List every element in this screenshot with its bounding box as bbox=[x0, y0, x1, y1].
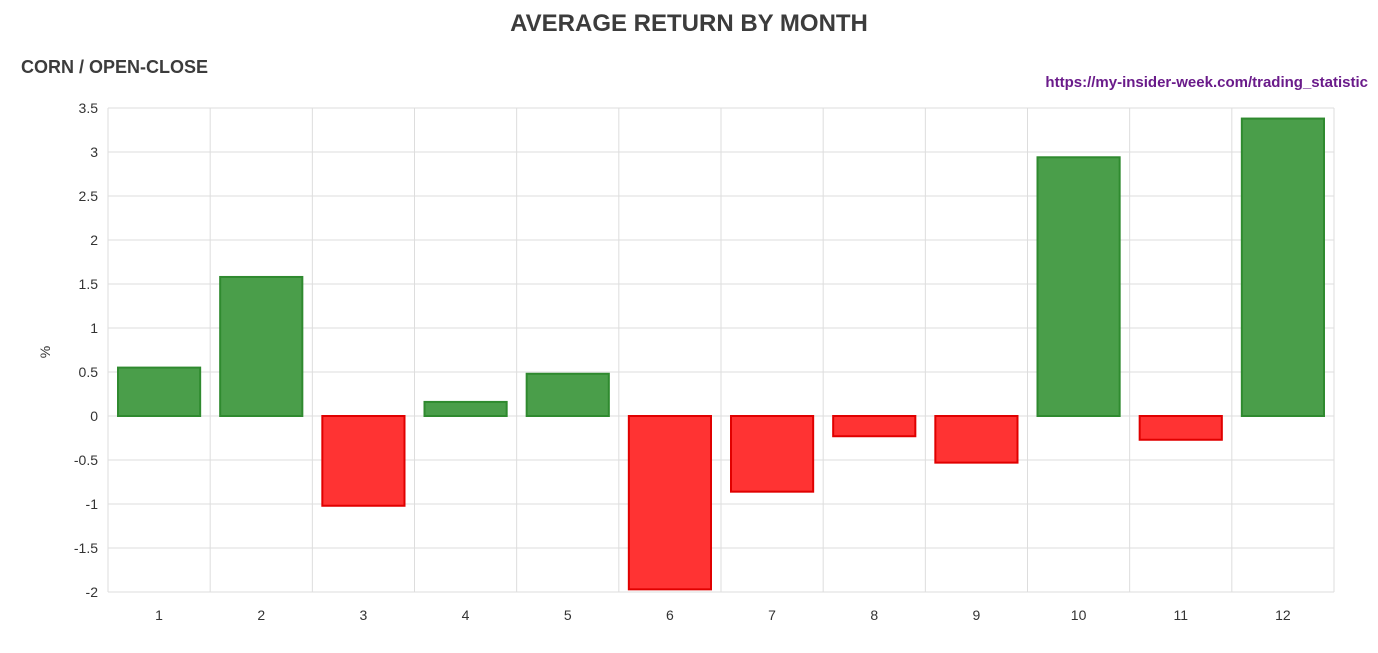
x-tick-label: 1 bbox=[155, 607, 163, 623]
y-tick-label: 0.5 bbox=[79, 364, 99, 380]
bar-month-2[interactable] bbox=[219, 275, 304, 417]
x-tick-label: 5 bbox=[564, 607, 572, 623]
x-tick-label: 6 bbox=[666, 607, 674, 623]
x-tick-label: 8 bbox=[870, 607, 878, 623]
bar-month-9[interactable] bbox=[934, 415, 1019, 464]
chart-subtitle: CORN / OPEN-CLOSE bbox=[21, 57, 209, 77]
y-tick-label: -0.5 bbox=[74, 452, 98, 468]
grid-lines bbox=[107, 107, 1335, 593]
x-tick-label: 3 bbox=[360, 607, 368, 623]
y-tick-label: -1.5 bbox=[74, 540, 98, 556]
chart-title: AVERAGE RETURN BY MONTH bbox=[510, 10, 868, 37]
bar-month-4[interactable] bbox=[423, 400, 508, 418]
axis-labels: 3.532.521.510.50-0.5-1-1.5-21 2 3 4 5 6 7 8 9 10 1… bbox=[37, 100, 1291, 623]
x-tick-label: 11 bbox=[1173, 607, 1188, 623]
bar-month-1[interactable] bbox=[117, 366, 202, 418]
y-tick-label: 1 bbox=[90, 320, 98, 336]
y-tick-label: -2 bbox=[86, 584, 99, 600]
bar-series bbox=[117, 117, 1326, 591]
x-tick-label: 10 bbox=[1071, 607, 1087, 623]
y-tick-label: 2.5 bbox=[79, 188, 99, 204]
bar-month-6[interactable] bbox=[627, 415, 712, 591]
y-tick-label: 0 bbox=[90, 408, 98, 424]
y-tick-label: -1 bbox=[86, 496, 99, 512]
bar-month-12[interactable] bbox=[1240, 117, 1326, 417]
y-tick-label: 2 bbox=[90, 232, 98, 248]
bar-month-5[interactable] bbox=[525, 372, 610, 418]
y-axis-label: % bbox=[37, 346, 53, 358]
source-link[interactable]: https://my-insider-week.com/trading_stat… bbox=[1045, 74, 1368, 91]
x-tick-label: 12 bbox=[1275, 607, 1291, 623]
y-tick-label: 1.5 bbox=[79, 276, 99, 292]
x-tick-label: 7 bbox=[768, 607, 776, 623]
y-tick-label: 3.5 bbox=[79, 100, 99, 116]
y-tick-label: 3 bbox=[90, 144, 98, 160]
x-tick-label: 9 bbox=[973, 607, 981, 623]
bar-month-10[interactable] bbox=[1036, 156, 1121, 417]
bar-month-8[interactable] bbox=[832, 415, 917, 438]
x-tick-label: 2 bbox=[257, 607, 265, 623]
x-tick-label: 4 bbox=[462, 607, 470, 623]
bar-month-11[interactable] bbox=[1138, 415, 1223, 441]
bar-month-3[interactable] bbox=[321, 415, 406, 507]
bar-month-7[interactable] bbox=[730, 415, 815, 493]
